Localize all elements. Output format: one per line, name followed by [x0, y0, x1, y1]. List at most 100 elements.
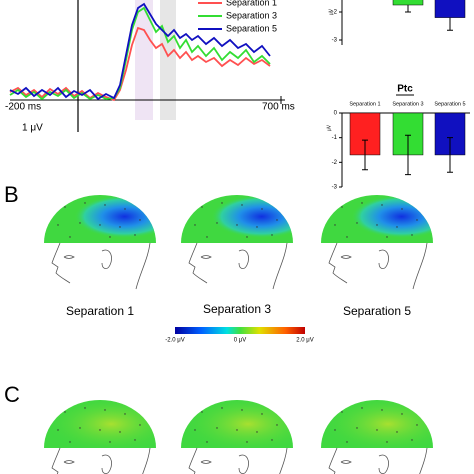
electrode: [411, 234, 413, 236]
electrode: [221, 407, 223, 409]
electrode: [57, 224, 59, 226]
electrode: [201, 206, 203, 208]
electrode: [361, 407, 363, 409]
eye: [340, 255, 352, 259]
electrode: [99, 224, 101, 226]
electrode: [69, 441, 71, 443]
electrode: [416, 424, 418, 426]
colorbar-max: 2.0 μV: [296, 338, 313, 344]
x-start-label: -200 ms: [5, 102, 41, 113]
electrode: [84, 202, 86, 204]
electrode: [246, 441, 248, 443]
error-bar: [447, 17, 453, 31]
category-label: Separation 5: [434, 101, 465, 107]
y-tick-label: -3: [332, 38, 338, 44]
legend-label: Separation 5: [226, 23, 277, 33]
head-label: Separation 3: [203, 302, 271, 316]
electrode: [271, 439, 273, 441]
electrode: [361, 202, 363, 204]
electrode: [236, 429, 238, 431]
error-bar: [405, 134, 411, 176]
electrode: [69, 236, 71, 238]
bar-chart-top: -3 -2μV: [328, 0, 466, 45]
scalp-overlay: [44, 195, 156, 243]
eye: [200, 255, 212, 259]
y-tick-label: 0: [334, 111, 338, 117]
electrode: [376, 429, 378, 431]
electrode: [139, 219, 141, 221]
electrode: [57, 429, 59, 431]
error-bar: [447, 137, 453, 173]
electrode: [381, 409, 383, 411]
legend-label: Separation 3: [226, 10, 277, 20]
wave-sep5: [9, 2, 271, 101]
electrode: [109, 236, 111, 238]
electrode: [139, 424, 141, 426]
electrode: [64, 411, 66, 413]
colorbar-mid: 0 μV: [234, 338, 246, 344]
y-tick-label: -2: [332, 10, 338, 16]
back-head: [412, 242, 428, 290]
y-tick-label: -1: [332, 135, 338, 141]
ear: [378, 249, 389, 269]
electrode: [201, 411, 203, 413]
category-label: Separation 1: [349, 101, 380, 107]
y-axis-label: μV: [326, 124, 332, 131]
electrode: [134, 234, 136, 236]
electrode: [104, 409, 106, 411]
electrode: [271, 234, 273, 236]
scalp-overlay: [44, 400, 156, 448]
electrode: [276, 424, 278, 426]
electrode: [401, 208, 403, 210]
window-2: [160, 0, 176, 120]
electrode: [79, 222, 81, 224]
electrode: [334, 224, 336, 226]
category-label: Separation 3: [392, 101, 423, 107]
y-axis-label: μV: [328, 8, 334, 15]
y-tick-label: -2: [332, 160, 338, 166]
head-label: Separation 1: [66, 304, 134, 318]
bar-chart-ptc: Ptc 0 -1 -2 -3 μV Separation 1 Separation 3 Sepa…: [326, 84, 470, 191]
x-end-label: 700 ms: [262, 102, 295, 113]
y-tick-label: -3: [332, 185, 338, 191]
electrode: [194, 224, 196, 226]
ear: [101, 249, 112, 269]
head-outline: [188, 242, 208, 284]
electrode: [396, 431, 398, 433]
electrode: [356, 222, 358, 224]
wave-sep3: [9, 6, 271, 101]
electrode: [334, 429, 336, 431]
electrode: [246, 236, 248, 238]
eye: [200, 460, 212, 464]
eye: [340, 460, 352, 464]
head-outline: [328, 447, 338, 474]
head-outline: [188, 447, 198, 474]
electrode: [256, 431, 258, 433]
electrode: [376, 224, 378, 226]
electrode: [109, 441, 111, 443]
electrode: [124, 208, 126, 210]
back-head: [135, 242, 151, 290]
electrode: [356, 427, 358, 429]
bar: [392, 0, 424, 6]
scalp-overlay: [321, 400, 433, 448]
legend-label: Separation 1: [226, 0, 277, 7]
ear: [238, 454, 249, 474]
eye: [63, 460, 75, 464]
back-head: [419, 447, 428, 474]
electrode: [261, 208, 263, 210]
electrode: [386, 236, 388, 238]
electrode: [124, 413, 126, 415]
electrode: [64, 206, 66, 208]
back-head: [142, 447, 151, 474]
electrode: [411, 439, 413, 441]
electrode: [206, 236, 208, 238]
legend: Separation 1 Separation 3 Separation 5: [198, 0, 277, 33]
bar: [434, 0, 466, 18]
electrode: [104, 204, 106, 206]
electrode: [341, 411, 343, 413]
electrode: [346, 441, 348, 443]
eye: [63, 255, 75, 259]
window-1: [135, 0, 153, 120]
